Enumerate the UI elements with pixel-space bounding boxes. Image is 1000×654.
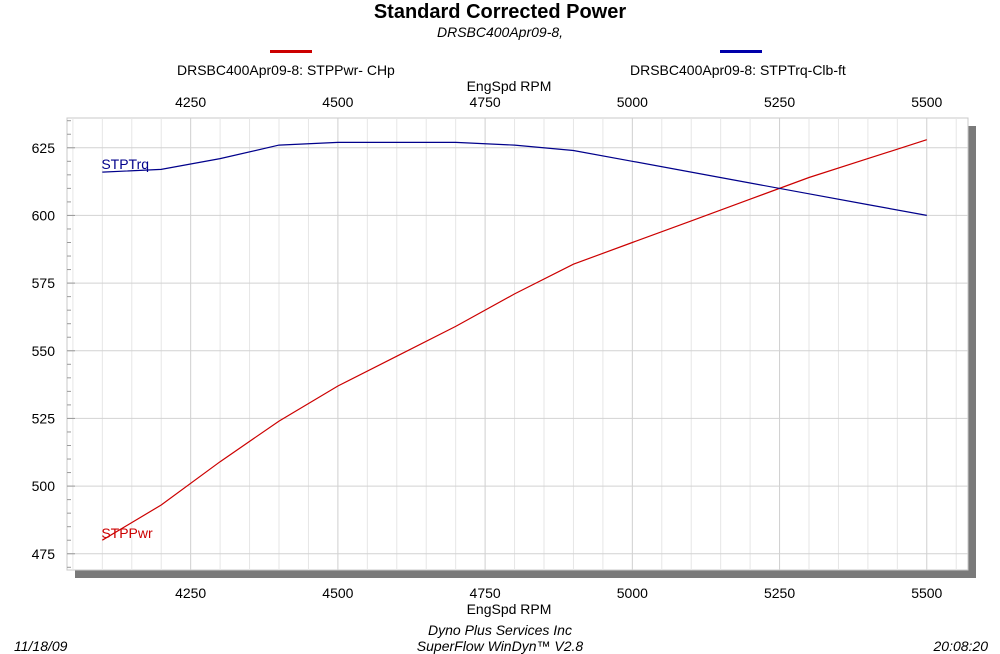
series-label-stptrq: STPTrq — [101, 156, 149, 172]
x-tick-label-bottom: 4750 — [470, 585, 501, 601]
footer-time: 20:08:20 — [933, 638, 989, 654]
chart-subtitle: DRSBC400Apr09-8, — [436, 24, 564, 40]
legend-label-power: DRSBC400Apr09-8: STPPwr- CHp — [177, 62, 395, 78]
y-tick-label: 475 — [32, 546, 56, 562]
y-tick-label: 575 — [32, 275, 56, 291]
series-label-stppwr: STPPwr — [101, 525, 153, 541]
x-axis-title-top: EngSpd RPM — [466, 78, 552, 94]
y-tick-label: 625 — [32, 140, 56, 156]
y-tick-label: 500 — [32, 478, 56, 494]
footer-company: Dyno Plus Services Inc — [428, 622, 572, 638]
legend-swatch-power — [270, 50, 312, 53]
y-tick-label: 600 — [32, 207, 56, 223]
x-tick-label-bottom: 5000 — [617, 585, 648, 601]
x-tick-label-bottom: 4500 — [322, 585, 353, 601]
chart-title: Standard Corrected Power — [373, 1, 627, 23]
series-line-stptrq — [102, 141, 927, 216]
x-tick-label-top: 4500 — [322, 94, 353, 110]
plot-area — [66, 117, 969, 571]
legend-label-torque: DRSBC400Apr09-8: STPTrq-Clb-ft — [630, 62, 846, 78]
x-tick-label-bottom: 4250 — [175, 585, 206, 601]
x-axis-title-bottom: EngSpd RPM — [466, 601, 552, 617]
footer-date: 11/18/09 — [14, 638, 68, 654]
x-tick-label-top: 5000 — [617, 94, 648, 110]
series-line-stppwr — [101, 139, 927, 541]
legend-swatch-torque — [720, 50, 762, 53]
x-tick-label-top: 4250 — [175, 94, 206, 110]
x-tick-label-top: 5250 — [764, 94, 795, 110]
y-tick-label: 550 — [32, 343, 56, 359]
x-tick-label-bottom: 5250 — [764, 585, 795, 601]
y-tick-label: 525 — [32, 410, 56, 426]
footer-software: SuperFlow WinDyn™ V2.8 — [416, 638, 584, 654]
x-tick-label-bottom: 5500 — [911, 585, 942, 601]
x-tick-label-top: 5500 — [911, 94, 942, 110]
x-tick-label-top: 4750 — [470, 94, 501, 110]
